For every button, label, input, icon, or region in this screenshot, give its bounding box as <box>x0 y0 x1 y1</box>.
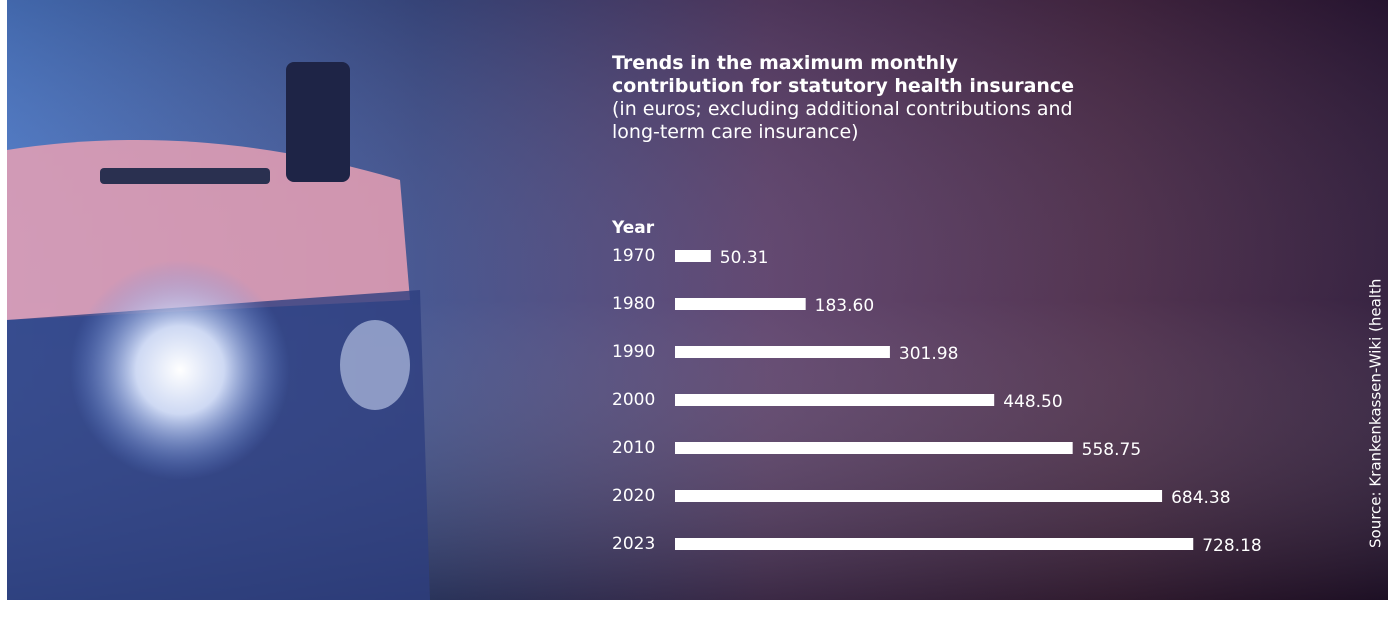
bar <box>675 538 1194 550</box>
value-label: 558.75 <box>1082 440 1141 460</box>
axis-label: Year <box>611 218 655 238</box>
category-label: 1980 <box>612 294 655 314</box>
value-label: 448.50 <box>1003 392 1062 412</box>
bar <box>675 250 711 262</box>
source: Source: Krankenkassen-Wiki (health <box>1367 279 1385 548</box>
ambulance-hood <box>7 140 410 320</box>
category-label: 1990 <box>612 342 655 362</box>
bar <box>675 442 1073 454</box>
chart-subtitle: (in euros; excluding additional contribu… <box>612 98 1073 143</box>
category-label: 1970 <box>612 246 655 266</box>
value-label: 50.31 <box>720 248 769 268</box>
bar <box>675 298 806 310</box>
value-label: 183.60 <box>815 296 874 316</box>
headlight <box>340 320 410 410</box>
category-label: 2023 <box>612 534 655 554</box>
mirror <box>286 62 350 182</box>
category-label: 2000 <box>612 390 655 410</box>
bar <box>675 394 995 406</box>
value-label: 301.98 <box>899 344 958 364</box>
grille-vent <box>100 168 270 184</box>
bar <box>675 346 890 358</box>
headlight-glow <box>70 260 290 480</box>
value-label: 728.18 <box>1202 536 1261 556</box>
value-label: 684.38 <box>1171 488 1230 508</box>
category-label: 2020 <box>612 486 655 506</box>
bar <box>675 490 1163 502</box>
chart-title: Trends in the maximum monthly contributi… <box>612 52 1075 97</box>
category-label: 2010 <box>612 438 655 458</box>
